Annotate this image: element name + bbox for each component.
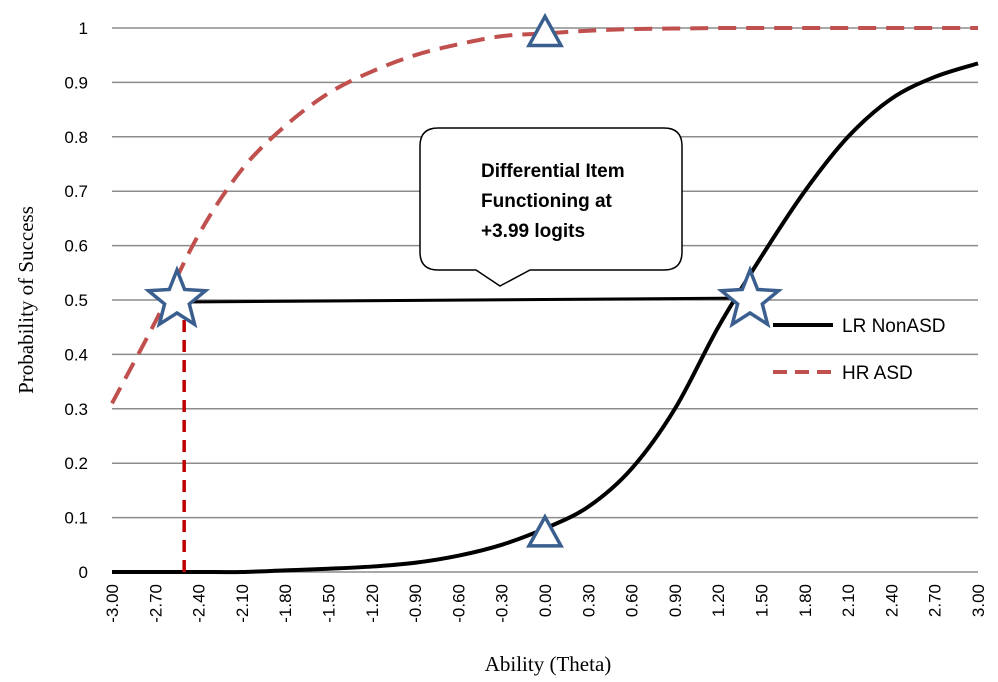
x-tick-label: 0.60: [623, 584, 642, 617]
legend-label-hr-asd: HR ASD: [842, 363, 913, 384]
y-axis-title: Probability of Success: [14, 206, 38, 394]
callout-text-line: +3.99 logits: [481, 221, 585, 242]
x-tick-label: -2.10: [233, 584, 252, 623]
y-tick-label: 0.3: [64, 400, 88, 419]
legend-label-lr-nonasd: LR NonASD: [842, 316, 946, 337]
legend: LR NonASD HR ASD: [773, 316, 946, 384]
annotation-layer: Differential Item Functioning at +3.99 log…: [143, 12, 784, 572]
x-tick-labels: -3.00 -2.70 -2.40 -2.10 -1.80 -1.50 -1.20 -0.90…: [103, 584, 988, 623]
y-tick-label: 1: [79, 19, 88, 38]
y-tick-label: 0.4: [64, 345, 88, 364]
y-tick-label: 0.8: [64, 128, 88, 147]
dif-line: [184, 296, 755, 304]
x-tick-label: -2.70: [146, 584, 165, 623]
y-tick-label: 0.9: [64, 73, 88, 92]
x-tick-label: 2.10: [839, 584, 858, 617]
y-tick-label: 0.2: [64, 454, 88, 473]
star-marker: [143, 265, 211, 329]
y-tick-labels: 0 0.1 0.2 0.3 0.4 0.5 0.6 0.7 0.8 0.9 1: [64, 19, 88, 582]
x-tick-label: -0.60: [449, 584, 468, 623]
x-tick-label: 2.40: [882, 584, 901, 617]
callout-text-line: Functioning at: [481, 191, 613, 212]
triangle-marker: [526, 12, 564, 48]
y-tick-label: 0: [79, 563, 88, 582]
series-line-lr-nonasd: [111, 61, 979, 575]
y-tick-label: 0.1: [64, 509, 88, 528]
x-tick-label: 1.20: [709, 584, 728, 617]
x-tick-label: -1.80: [276, 584, 295, 623]
callout-text-line: Differential Item: [481, 161, 625, 182]
y-tick-label: 0.6: [64, 237, 88, 256]
x-tick-label: 0.00: [536, 584, 555, 617]
x-axis-title: Ability (Theta): [485, 652, 612, 676]
x-tick-label: -2.40: [190, 584, 209, 623]
x-tick-label: -0.30: [493, 584, 512, 623]
triangle-marker: [526, 513, 564, 548]
x-tick-label: -0.90: [406, 584, 425, 623]
x-tick-label: 0.90: [666, 584, 685, 617]
y-tick-label: 0.5: [64, 291, 88, 310]
x-tick-label: 0.30: [579, 584, 598, 617]
x-tick-label: 1.50: [753, 584, 772, 617]
x-tick-label: -1.20: [363, 584, 382, 623]
star-marker: [716, 265, 784, 329]
x-tick-label: 2.70: [926, 584, 945, 617]
x-tick-label: -1.50: [320, 584, 339, 623]
callout-bubble: [419, 127, 683, 287]
x-tick-label: 3.00: [969, 584, 988, 617]
y-tick-label: 0.7: [64, 182, 88, 201]
x-tick-label: 1.80: [796, 584, 815, 617]
x-tick-label: -3.00: [103, 584, 122, 623]
